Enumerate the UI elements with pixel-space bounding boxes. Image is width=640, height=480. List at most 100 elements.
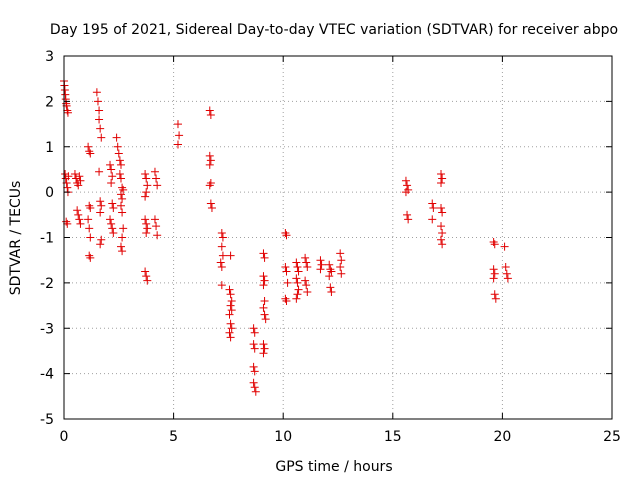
data-point (327, 287, 336, 296)
data-point (437, 169, 446, 178)
data-point (326, 265, 335, 274)
x-tick-label: 15 (384, 429, 402, 445)
data-point (226, 319, 235, 328)
data-point (97, 235, 106, 244)
data-point (73, 206, 82, 215)
data-point (143, 276, 152, 285)
data-point (107, 165, 116, 174)
data-point (70, 169, 79, 178)
data-point (260, 253, 269, 262)
data-point (249, 378, 258, 387)
data-point (403, 210, 412, 219)
data-point (250, 367, 259, 376)
data-point (336, 249, 345, 258)
data-point (489, 274, 498, 283)
data-point (316, 256, 325, 265)
x-axis-label: GPS time / hours (275, 459, 392, 475)
data-point (86, 149, 95, 158)
data-point (108, 224, 117, 233)
data-point (74, 181, 83, 190)
data-point (249, 340, 258, 349)
data-point (118, 183, 127, 192)
data-point (429, 204, 438, 213)
data-point (150, 167, 159, 176)
data-point (85, 201, 94, 210)
data-point (249, 362, 258, 371)
data-point (142, 219, 151, 228)
data-point (336, 262, 345, 271)
data-point (152, 222, 161, 231)
data-point (502, 269, 511, 278)
data-point (317, 260, 326, 269)
data-points (60, 76, 512, 396)
data-point (293, 290, 302, 299)
data-point (294, 267, 303, 276)
data-point (86, 204, 95, 213)
data-point (490, 269, 499, 278)
data-point (119, 224, 128, 233)
data-point (143, 224, 152, 233)
data-point (250, 344, 259, 353)
data-point (63, 183, 72, 192)
y-axis-label: SDTVAR / TECUs (8, 181, 24, 296)
y-tick-label: -1 (40, 231, 54, 247)
data-point (115, 169, 124, 178)
x-tick-label: 0 (60, 429, 69, 445)
data-point (153, 231, 162, 240)
x-tick-label: 5 (169, 429, 178, 445)
data-point (490, 290, 499, 299)
data-point (437, 222, 446, 231)
data-point (95, 115, 104, 124)
data-point (119, 185, 128, 194)
data-point (153, 181, 162, 190)
y-tick-label: -3 (40, 321, 54, 337)
data-point (438, 208, 447, 217)
data-point (260, 344, 269, 353)
data-point (95, 167, 104, 176)
data-point (283, 278, 292, 287)
data-point (428, 215, 437, 224)
data-point (74, 210, 83, 219)
data-point (64, 172, 73, 181)
data-point (226, 301, 235, 310)
data-point (63, 108, 72, 117)
data-point (142, 228, 151, 237)
data-point (259, 249, 268, 258)
data-point (227, 306, 236, 315)
data-point (326, 283, 335, 292)
data-point (93, 97, 102, 106)
data-point (141, 169, 150, 178)
data-point (118, 233, 127, 242)
data-point (403, 181, 412, 190)
data-point (489, 238, 498, 247)
data-point (218, 233, 227, 242)
data-point (437, 179, 446, 188)
data-point (75, 172, 84, 181)
data-point (292, 274, 301, 283)
data-point (118, 208, 127, 217)
data-point (173, 120, 182, 129)
y-tick-label: 2 (45, 94, 54, 110)
data-point (141, 215, 150, 224)
data-point (84, 215, 93, 224)
data-point (96, 197, 105, 206)
data-point (282, 231, 291, 240)
data-point (438, 240, 447, 249)
data-point (260, 297, 269, 306)
data-point (217, 262, 226, 271)
data-point (293, 278, 302, 287)
data-point (205, 106, 214, 115)
data-point (108, 199, 117, 208)
data-point (207, 204, 216, 213)
data-point (428, 199, 437, 208)
data-point (116, 201, 125, 210)
x-tick-label: 25 (603, 429, 621, 445)
data-point (206, 179, 215, 188)
data-point (96, 124, 105, 133)
data-point (490, 240, 499, 249)
data-point (281, 228, 290, 237)
data-point (281, 294, 290, 303)
data-point (141, 267, 150, 276)
data-point (150, 215, 159, 224)
